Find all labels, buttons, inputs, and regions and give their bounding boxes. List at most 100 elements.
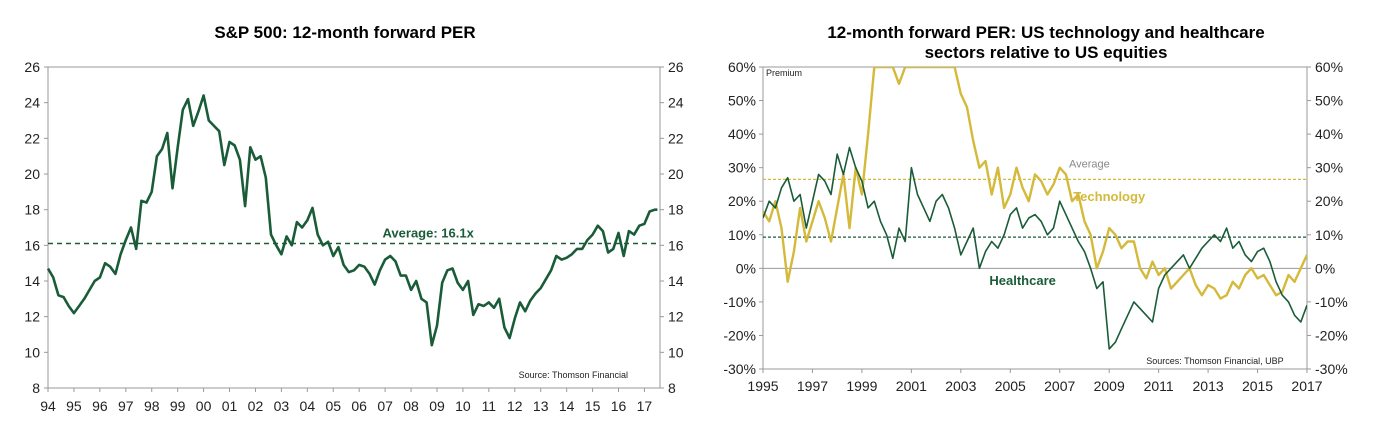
y-axis-right: 8 10 12 14 16 18 20 22 24 26 (660, 59, 684, 396)
x-tick-label: 1999 (846, 378, 877, 394)
y-tick-label: 24 (24, 95, 40, 111)
average-label: Average (1069, 158, 1110, 170)
y-tick-label: 40% (728, 126, 756, 142)
x-tick-label: 97 (118, 398, 134, 414)
y-tick-label: -10% (723, 294, 756, 310)
x-tick-label: 2003 (945, 378, 976, 394)
x-tick-label: 98 (144, 398, 160, 414)
x-tick-label: 2001 (896, 378, 927, 394)
x-axis: 94 95 96 97 98 99 00 01 02 03 04 05 06 07 08 09 10 11 12 13… (40, 388, 652, 414)
y-tick-label-right: 16 (668, 237, 684, 253)
y-tick-label-right: 18 (668, 202, 684, 218)
y-tick-label-right: 20 (668, 166, 684, 182)
source-note: Source: Thomson Financial (519, 370, 628, 380)
x-tick-label: 10 (455, 398, 471, 414)
plot-frame (47, 66, 661, 389)
y-tick-label-right: 20% (1315, 193, 1343, 209)
x-tick-label: 11 (482, 398, 497, 414)
y-tick-label-right: 30% (1315, 160, 1343, 176)
x-tick-label: 12 (507, 398, 523, 414)
x-tick-label: 13 (533, 398, 549, 414)
x-tick-label: 2013 (1193, 378, 1224, 394)
y-tick-label: -30% (723, 361, 756, 377)
x-tick-label: 1995 (747, 378, 778, 394)
x-axis: 1995 1997 1999 2001 2003 2005 2007 2009 2011 2013… (747, 369, 1323, 394)
x-tick-label: 14 (559, 398, 575, 414)
x-tick-label: 16 (611, 398, 627, 414)
y-tick-label: 10% (728, 227, 756, 243)
chart-title-line-1: 12-month forward PER: US technology and … (827, 23, 1264, 42)
average-label: Average: 16.1x (383, 226, 475, 241)
x-tick-label: 06 (351, 398, 367, 414)
x-tick-label: 1997 (797, 378, 828, 394)
x-tick-label: 95 (66, 398, 82, 414)
x-tick-label: 02 (248, 398, 264, 414)
x-tick-label: 2015 (1242, 378, 1273, 394)
x-tick-label: 08 (403, 398, 419, 414)
y-tick-label: 26 (24, 59, 40, 75)
y-axis-left: 8 10 12 14 16 18 20 22 24 26 (24, 59, 48, 396)
healthcare-label: Healthcare (989, 273, 1055, 288)
y-tick-label: 12 (24, 309, 40, 325)
series-line-sp500 (46, 94, 658, 347)
x-tick-label: 03 (274, 398, 290, 414)
technology-label: Technology (1073, 189, 1146, 204)
source-note: Sources: Thomson Financial, UBP (1146, 356, 1283, 366)
y-tick-label: 60% (728, 59, 756, 75)
y-tick-label-right: 0% (1315, 260, 1335, 276)
series-line-healthcare (763, 146, 1307, 350)
x-tick-label: 00 (196, 398, 212, 414)
x-tick-label: 17 (637, 398, 653, 414)
x-tick-label: 2017 (1291, 378, 1322, 394)
y-tick-label-right: 10 (668, 344, 684, 360)
y-tick-label: 22 (24, 130, 40, 146)
x-tick-label: 96 (92, 398, 108, 414)
y-tick-label: 0% (736, 260, 756, 276)
y-tick-label: 16 (24, 237, 40, 253)
y-tick-label-right: 24 (668, 95, 684, 111)
y-tick-label-right: -20% (1315, 327, 1348, 343)
x-tick-label: 94 (40, 398, 56, 414)
x-tick-label: 2005 (995, 378, 1026, 394)
chart-tech-healthcare-relative-per: 12-month forward PER: US technology and … (723, 23, 1348, 394)
y-axis-left: -30% -20% -10% 0% 10% 20% 30% 40% 50% 60% (723, 59, 763, 377)
y-tick-label-right: 14 (668, 273, 684, 289)
y-tick-label-right: -10% (1315, 294, 1348, 310)
series-line-technology (763, 67, 1307, 300)
x-tick-label: 99 (170, 398, 186, 414)
y-tick-label-right: 50% (1315, 93, 1343, 109)
plot-frame (762, 66, 1308, 370)
x-tick-label: 04 (300, 398, 316, 414)
y-tick-label-right: -30% (1315, 361, 1348, 377)
y-tick-label-right: 60% (1315, 59, 1343, 75)
y-tick-label: 30% (728, 160, 756, 176)
chart-title: S&P 500: 12-month forward PER (214, 23, 475, 42)
y-tick-label: 14 (24, 273, 40, 289)
y-tick-label: 50% (728, 93, 756, 109)
x-tick-label: 2007 (1044, 378, 1075, 394)
plot-area (47, 66, 661, 389)
y-tick-label-right: 26 (668, 59, 684, 75)
y-tick-label: -20% (723, 327, 756, 343)
plot-area (762, 66, 1308, 370)
x-tick-label: 2011 (1144, 378, 1174, 394)
y-tick-label-right: 40% (1315, 126, 1343, 142)
x-tick-label: 2009 (1094, 378, 1125, 394)
x-tick-label: 01 (222, 398, 238, 414)
y-tick-label-right: 22 (668, 130, 684, 146)
y-axis-label-premium: Premium (766, 68, 802, 78)
x-tick-label: 05 (325, 398, 341, 414)
y-tick-label-right: 12 (668, 309, 684, 325)
y-tick-label-right: 8 (668, 380, 676, 396)
y-tick-label: 20% (728, 193, 756, 209)
x-tick-label: 09 (429, 398, 445, 414)
y-tick-label-right: 10% (1315, 227, 1343, 243)
chart-sp500-forward-per: S&P 500: 12-month forward PER 8 10 12 14 16 1… (24, 23, 684, 414)
x-tick-label: 07 (377, 398, 393, 414)
y-tick-label: 10 (24, 344, 40, 360)
x-tick-label: 15 (585, 398, 601, 414)
chart-title-line-2: sectors relative to US equities (925, 43, 1168, 62)
y-tick-label: 20 (24, 166, 40, 182)
y-tick-label: 18 (24, 202, 40, 218)
